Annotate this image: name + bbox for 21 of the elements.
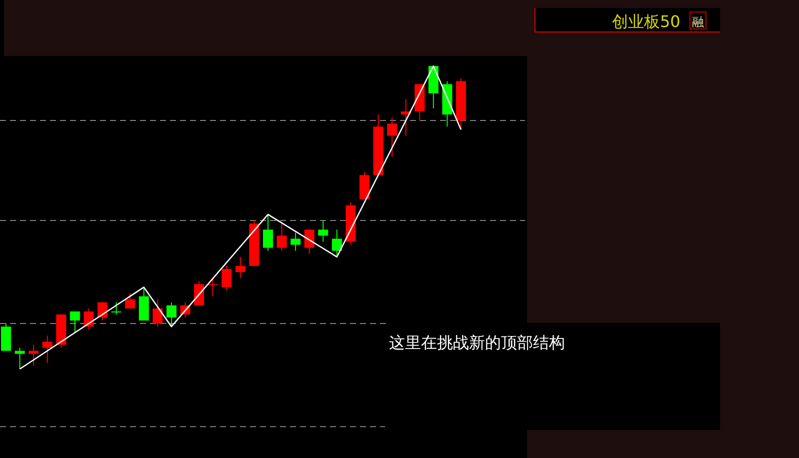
candlestick	[304, 229, 314, 254]
candlestick	[70, 310, 80, 334]
candlestick	[235, 256, 246, 279]
candlestick	[262, 214, 273, 252]
candlestick	[318, 220, 328, 242]
candlestick	[152, 298, 163, 328]
candlestick	[111, 302, 122, 315]
candlestick	[387, 117, 398, 158]
candlestick	[14, 347, 25, 370]
candlestick	[125, 292, 136, 309]
text: 创业板50	[612, 12, 680, 31]
candlestick	[222, 265, 232, 291]
candlestick	[276, 223, 287, 252]
candlestick	[28, 344, 39, 366]
text: 融	[692, 15, 704, 29]
annotation: 这里在挑战新的顶部结构	[389, 333, 565, 352]
candlestick	[290, 232, 301, 252]
candlestick	[42, 335, 52, 364]
candlestick	[208, 278, 218, 297]
candlestick	[332, 229, 342, 258]
candlestick	[166, 302, 176, 328]
